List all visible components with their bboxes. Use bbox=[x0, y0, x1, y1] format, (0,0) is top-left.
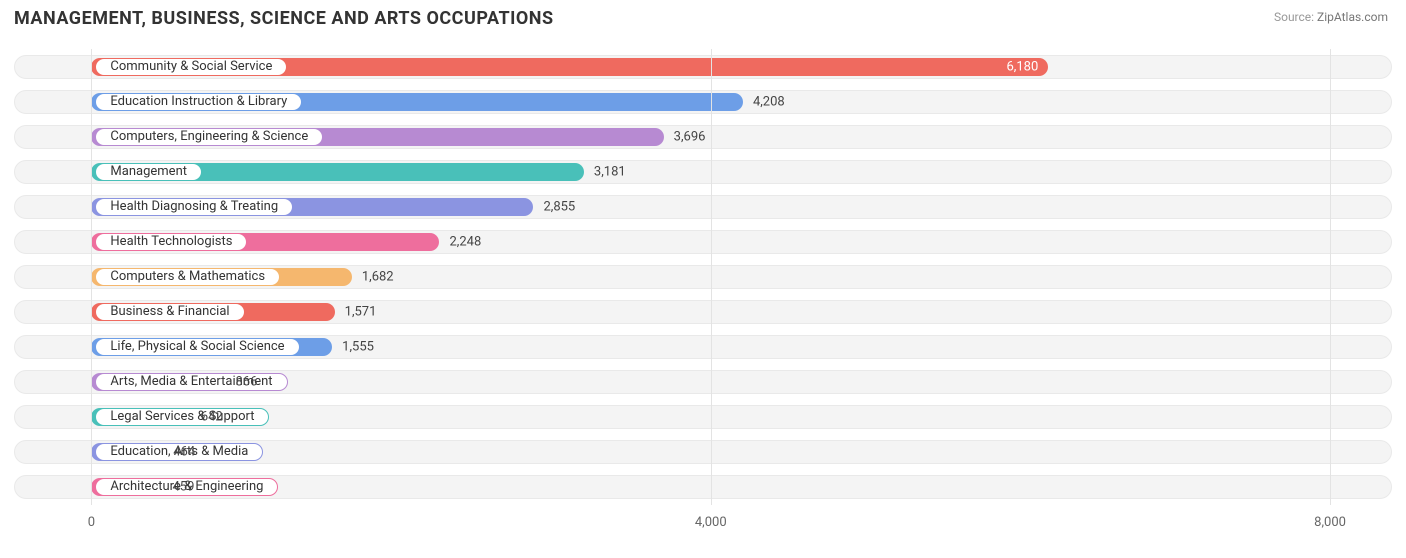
x-tick-label: 8,000 bbox=[1314, 515, 1346, 530]
bar-value-label: 464 bbox=[173, 445, 195, 460]
bar-value-label: 4,208 bbox=[753, 95, 785, 110]
bar-value-label: 1,571 bbox=[345, 305, 377, 320]
bar-value-label: 2,855 bbox=[543, 200, 575, 215]
bar-value-label: 1,682 bbox=[362, 270, 394, 285]
bar-row: Architecture & Engineering459 bbox=[14, 473, 1392, 501]
bar-value-label: 642 bbox=[201, 410, 223, 425]
bar-row: Education Instruction & Library 4,208 bbox=[14, 88, 1392, 116]
bar-value-label: 459 bbox=[172, 480, 194, 495]
bars-container: Community & Social Service 6,180 Education… bbox=[14, 53, 1392, 501]
bar-value-label: 2,248 bbox=[449, 235, 481, 250]
bar-row: Computers, Engineering & Science 3,696 bbox=[14, 123, 1392, 151]
bar-value-label: 1,555 bbox=[342, 340, 374, 355]
x-tick-label: 4,000 bbox=[695, 515, 727, 530]
bar-value-label: 3,696 bbox=[674, 130, 706, 145]
bar-category-label: Business & Financial bbox=[95, 303, 244, 321]
bar-category-label: Computers, Engineering & Science bbox=[95, 128, 323, 146]
bar-row: Health Technologists 2,248 bbox=[14, 228, 1392, 256]
bar-row: Computers & Mathematics 1,682 bbox=[14, 263, 1392, 291]
gridline bbox=[711, 49, 712, 505]
bar-row: Life, Physical & Social Science 1,555 bbox=[14, 333, 1392, 361]
plot-region: Community & Social Service 6,180 Education… bbox=[14, 49, 1392, 505]
bar-row: Management 3,181 bbox=[14, 158, 1392, 186]
bar-row: Legal Services & Support642 bbox=[14, 403, 1392, 431]
source-attribution: Source: ZipAtlas.com bbox=[1274, 10, 1388, 24]
bar-row: Business & Financial 1,571 bbox=[14, 298, 1392, 326]
x-axis: 0 4,000 8,000 bbox=[14, 511, 1392, 535]
bar-category-label: Education Instruction & Library bbox=[95, 93, 302, 111]
source-site: ZipAtlas.com bbox=[1317, 10, 1388, 24]
bar-row: Community & Social Service 6,180 bbox=[14, 53, 1392, 81]
chart-area: Community & Social Service 6,180 Education… bbox=[14, 49, 1392, 535]
bar-category-label: Management bbox=[95, 163, 202, 181]
bar-row: Arts, Media & Entertainment866 bbox=[14, 368, 1392, 396]
x-tick-label: 0 bbox=[88, 515, 95, 530]
bar-row: Health Diagnosing & Treating 2,855 bbox=[14, 193, 1392, 221]
bar-value-label: 3,181 bbox=[594, 165, 626, 180]
bar-value-label: 6,180 bbox=[1006, 60, 1038, 75]
bar-category-label: Legal Services & Support bbox=[95, 408, 269, 426]
bar-category-label: Computers & Mathematics bbox=[95, 268, 280, 286]
bar-category-label: Arts, Media & Entertainment bbox=[95, 373, 287, 391]
bar-row: Education, Arts & Media464 bbox=[14, 438, 1392, 466]
gridline bbox=[91, 49, 92, 505]
bar-value-label: 866 bbox=[235, 375, 257, 390]
gridline bbox=[1330, 49, 1331, 505]
source-label: Source: bbox=[1274, 10, 1314, 24]
bar-category-label: Community & Social Service bbox=[95, 58, 287, 76]
chart-title: MANAGEMENT, BUSINESS, SCIENCE AND ARTS O… bbox=[0, 0, 1406, 33]
bar-category-label: Health Diagnosing & Treating bbox=[95, 198, 293, 216]
bar-category-label: Life, Physical & Social Science bbox=[95, 338, 299, 356]
bar-category-label: Health Technologists bbox=[95, 233, 247, 251]
